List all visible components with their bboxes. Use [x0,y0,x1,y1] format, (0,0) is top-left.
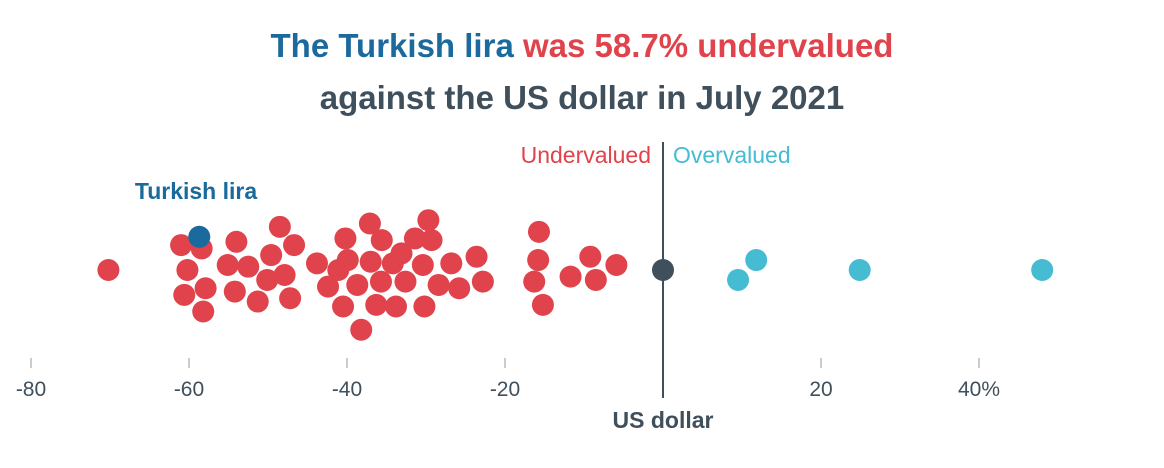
currency-point [358,212,381,235]
currency-point [465,245,488,268]
currency-point [336,249,359,272]
currency-point [584,268,607,291]
currency-point [246,290,269,313]
currency-point [332,295,355,318]
overvalued-label: Overvalued [673,142,791,168]
currency-point [527,249,550,272]
currency-point [559,265,582,288]
currency-point [192,300,215,323]
currency-point [579,245,602,268]
turkish-lira-point [188,225,211,248]
currency-point [370,229,393,252]
currency-point [413,295,436,318]
highlight-label: Turkish lira [135,178,257,204]
chart-title-line2: against the US dollar in July 2021 [319,79,845,116]
currency-point [317,275,340,298]
currency-point [268,215,291,238]
currency-point [237,255,260,278]
currency-point [369,270,392,293]
currency-point [1031,259,1054,281]
chart-title-line1: The Turkish lira was 58.7% undervalued [0,26,1164,66]
currency-point [359,250,382,273]
currency-point [97,259,120,281]
currency-point [403,227,426,250]
currency-point [527,220,550,243]
currency-point [384,295,407,318]
tick-label: -60 [174,378,204,401]
currency-point [170,234,193,257]
currency-point [411,254,434,277]
tick-label: 20 [809,378,832,401]
currency-point [350,318,373,341]
currency-point [223,280,246,303]
currency-point [523,270,546,293]
currency-point [427,273,450,296]
currency-point [394,270,417,293]
currency-point [225,230,248,253]
currency-point [216,254,239,277]
currency-point [471,270,494,293]
currency-point [420,229,443,252]
currency-point [346,273,369,296]
currency-point [194,277,217,300]
currency-point [440,252,463,275]
currency-point [390,242,413,265]
currency-point [176,259,199,281]
currency-point [279,287,302,310]
currency-point [305,252,328,275]
currency-point [531,293,554,316]
undervalued-label: Undervalued [521,142,651,168]
tick-label: -80 [16,378,46,401]
title-emphasis: was 58.7% undervalued [522,27,894,64]
currency-point [727,268,750,291]
currency-point [260,244,283,267]
baseline-label: US dollar [613,407,714,433]
currency-point [173,283,196,306]
us-dollar-point [652,259,674,281]
currency-point [745,249,768,272]
currency-point [273,263,296,286]
title-highlight: The Turkish lira [270,27,514,64]
currency-point [417,209,440,232]
tick-label: -20 [490,378,520,401]
currency-point [256,268,279,291]
tick-label: -40 [332,378,362,401]
currency-point [365,293,388,316]
currency-point [283,234,306,257]
currency-point [605,254,628,277]
currency-point [848,259,871,281]
tick-label: 40% [958,378,1000,401]
currency-point [448,277,471,300]
currency-point [334,227,357,250]
